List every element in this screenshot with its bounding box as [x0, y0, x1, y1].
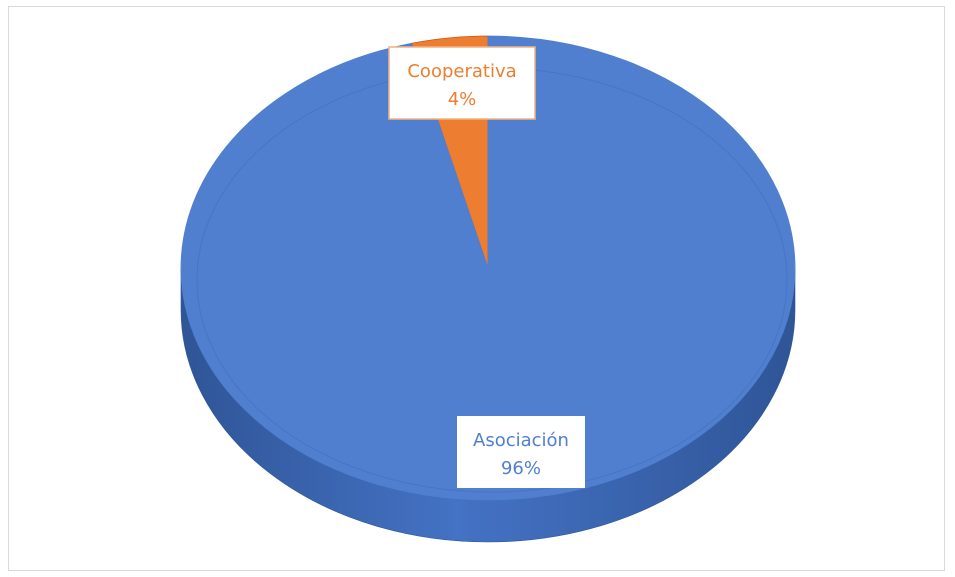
data-label-value: 96%: [501, 458, 541, 479]
data-label-cooperativa: Cooperativa 4%: [388, 46, 536, 120]
data-label-category: Cooperativa: [407, 61, 516, 82]
data-label-asociaci-n: Asociación 96%: [457, 416, 585, 488]
data-label-value: 4%: [448, 89, 477, 110]
pie-slice-asociaci-n: [180, 35, 796, 501]
data-label-box: [457, 416, 585, 488]
data-label-box: [388, 46, 536, 120]
data-label-category: Asociación: [473, 430, 569, 451]
